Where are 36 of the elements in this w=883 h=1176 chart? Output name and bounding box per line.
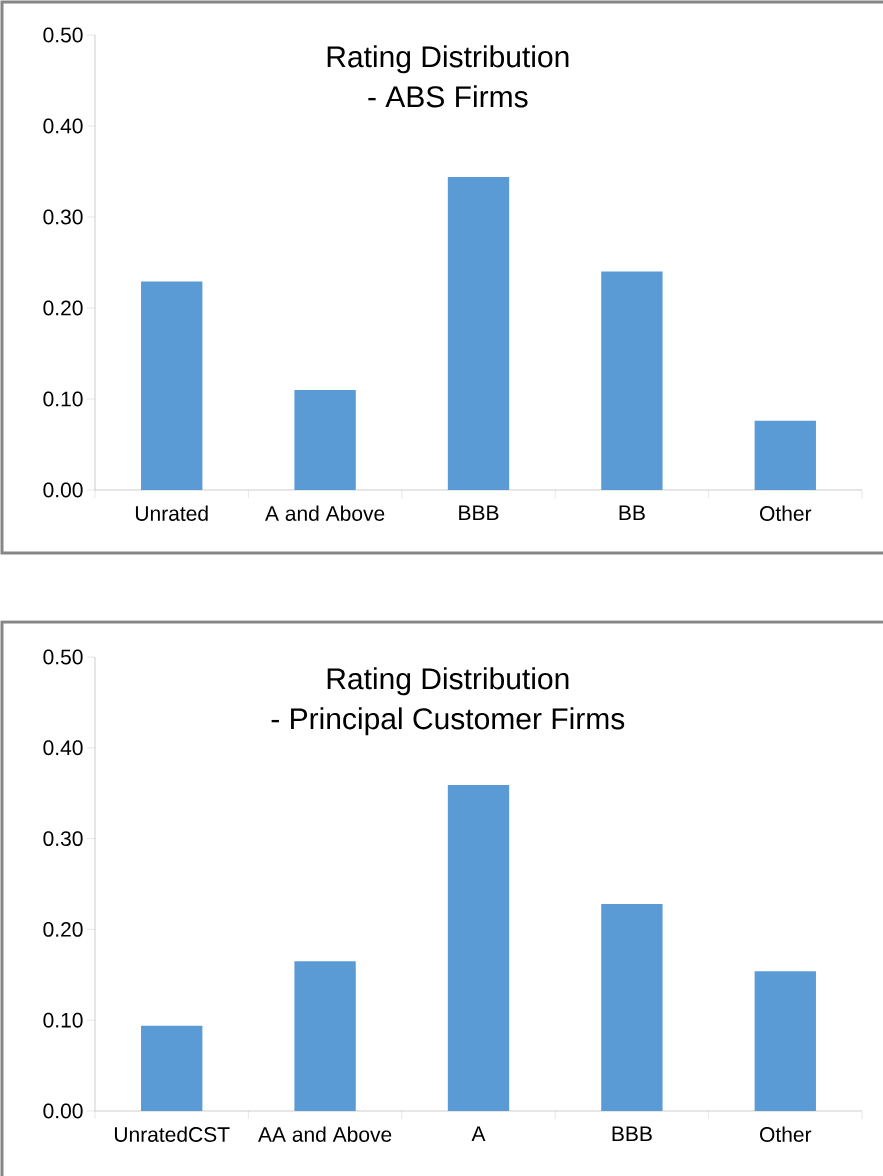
x-tick-label: Other [760,1126,812,1142]
x-tick-label: AA and Above [258,1126,392,1142]
x-tick-label: BBB [612,1126,652,1141]
chart-title: Rating Distribution [327,45,569,74]
y-tick-label: 0.00 [43,1103,83,1119]
x-tick-label: UnratedCST [114,1126,230,1142]
bar [601,271,663,490]
y-tick-label: 0.20 [43,300,83,316]
y-tick-label: 0.10 [43,1012,83,1028]
y-tick-label: 0.50 [43,27,83,43]
bar [141,281,203,490]
bar [754,420,816,490]
bar [754,971,816,1111]
text: - Principal Customer Firms [271,707,625,736]
y-tick-label: 0.40 [43,118,83,134]
bar [294,389,356,490]
bar [447,176,510,490]
bar [294,961,356,1111]
y-tick-label: 0.30 [43,831,83,847]
x-tick-label: BB [619,505,645,520]
chart-title: Rating Distribution [327,667,569,696]
x-tick-label: BBB [459,505,499,520]
x-tick-label: A [471,1126,486,1141]
text: - ABS Firms [368,85,528,108]
y-tick-label: 0.40 [43,740,83,756]
bar [447,785,510,1111]
bar [601,903,663,1111]
bar [141,1025,203,1111]
x-tick-label: Other [760,505,812,521]
y-tick-label: 0.10 [43,391,83,407]
y-tick-label: 0.20 [43,921,83,937]
x-tick-label: A and Above [265,505,385,521]
y-tick-label: 0.30 [43,209,83,225]
y-tick-label: 0.00 [43,482,83,498]
y-tick-label: 0.50 [43,649,83,665]
x-tick-label: Unrated [135,505,208,521]
